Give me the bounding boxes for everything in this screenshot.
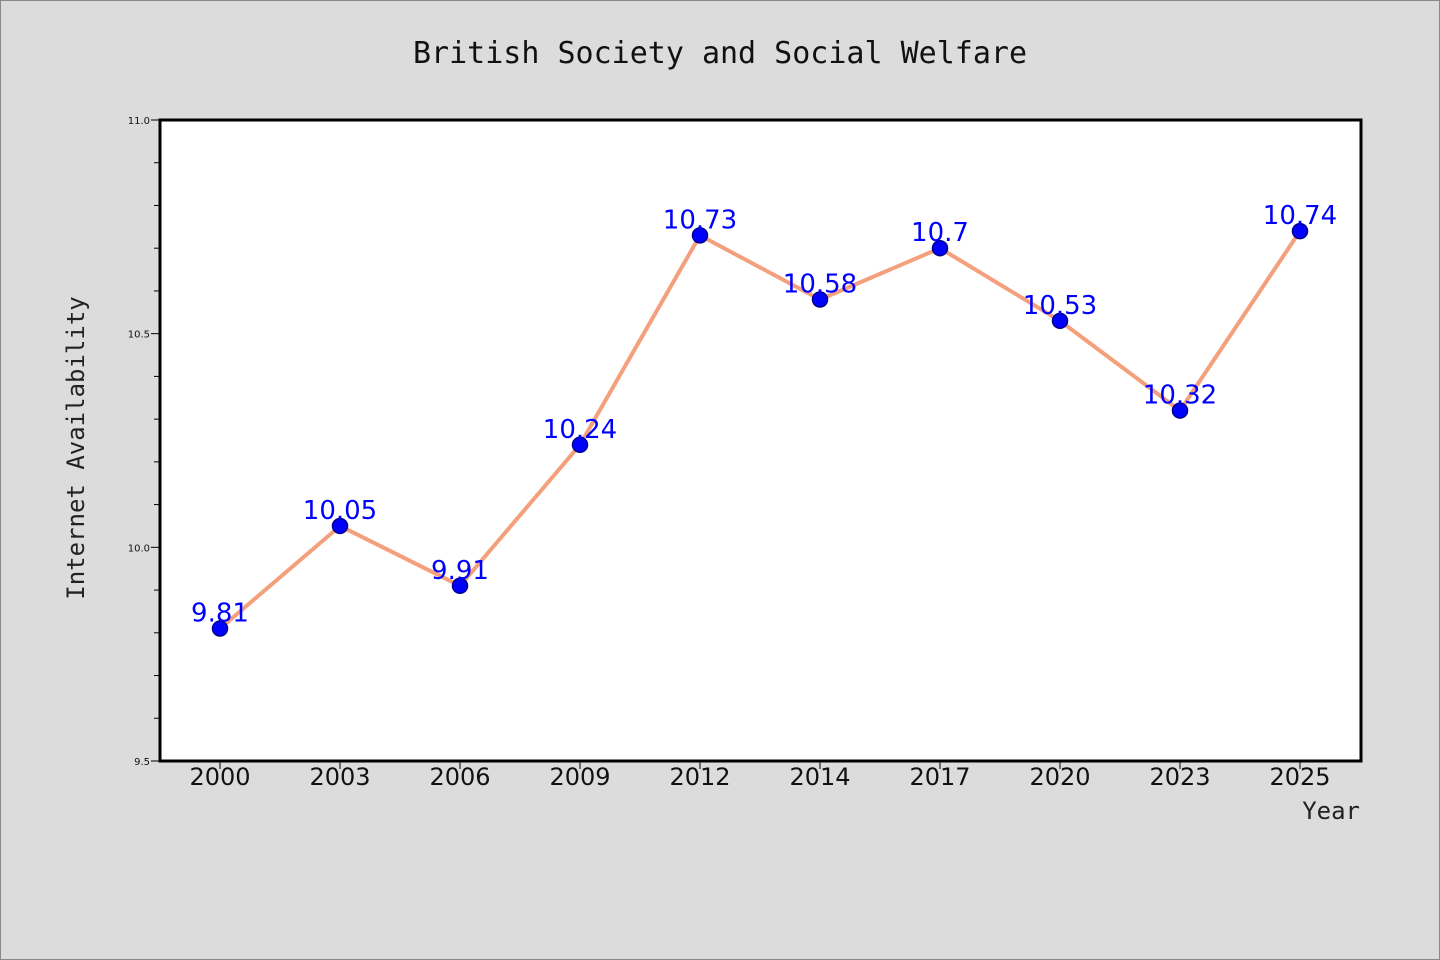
data-label: 10.05 — [303, 496, 377, 526]
x-tick-label: 2017 — [909, 763, 970, 791]
x-tick-label: 2003 — [309, 763, 370, 791]
y-axis-title: Internet Availability — [62, 296, 90, 599]
x-tick-label: 2006 — [429, 763, 490, 791]
data-label: 10.74 — [1263, 201, 1337, 231]
data-label: 10.53 — [1023, 291, 1097, 321]
x-axis: 2000 2003 2006 2009 2012 2014 2017 2020 2023 2025 — [189, 761, 1331, 791]
y-axis: 9.5 10.0 10.5 11.0 — [128, 116, 160, 768]
data-label: 10.73 — [663, 205, 737, 235]
data-point — [1051, 312, 1069, 330]
data-label: 10.58 — [783, 269, 857, 299]
y-tick-label: 9.5 — [134, 757, 150, 768]
data-point — [331, 517, 349, 535]
markers-group — [211, 222, 1309, 637]
data-label: 9.81 — [191, 599, 249, 629]
x-tick-label: 2012 — [669, 763, 730, 791]
data-label: 10.24 — [543, 415, 617, 445]
data-point — [1291, 222, 1309, 240]
x-tick-label: 2020 — [1029, 763, 1090, 791]
data-point — [571, 436, 589, 454]
x-tick-label: 2023 — [1149, 763, 1210, 791]
data-point — [811, 291, 829, 308]
data-point — [451, 577, 469, 595]
data-labels-group: 9.81 10.05 9.91 10.24 10.73 10.58 10.7 10.53 10.… — [191, 201, 1337, 628]
y-tick-label: 11.0 — [128, 116, 150, 127]
y-tick-label: 10.5 — [128, 330, 150, 341]
data-point — [931, 239, 949, 257]
y-tick-label: 10.0 — [128, 543, 150, 554]
chart-title: British Society and Social Welfare — [413, 36, 1027, 71]
x-axis-title: Year — [1302, 797, 1360, 825]
data-label: 9.91 — [431, 556, 489, 586]
x-tick-label: 2000 — [189, 763, 250, 791]
data-point — [211, 620, 229, 637]
data-point — [691, 227, 709, 244]
series-line — [218, 229, 1302, 631]
x-tick-label: 2014 — [789, 763, 850, 791]
data-label: 10.32 — [1143, 381, 1217, 411]
data-point — [1171, 402, 1189, 419]
series-group — [218, 229, 1302, 631]
x-tick-label: 2025 — [1269, 763, 1330, 791]
x-tick-label: 2009 — [549, 763, 610, 791]
plot-area — [158, 118, 1363, 763]
data-label: 10.7 — [911, 218, 969, 248]
